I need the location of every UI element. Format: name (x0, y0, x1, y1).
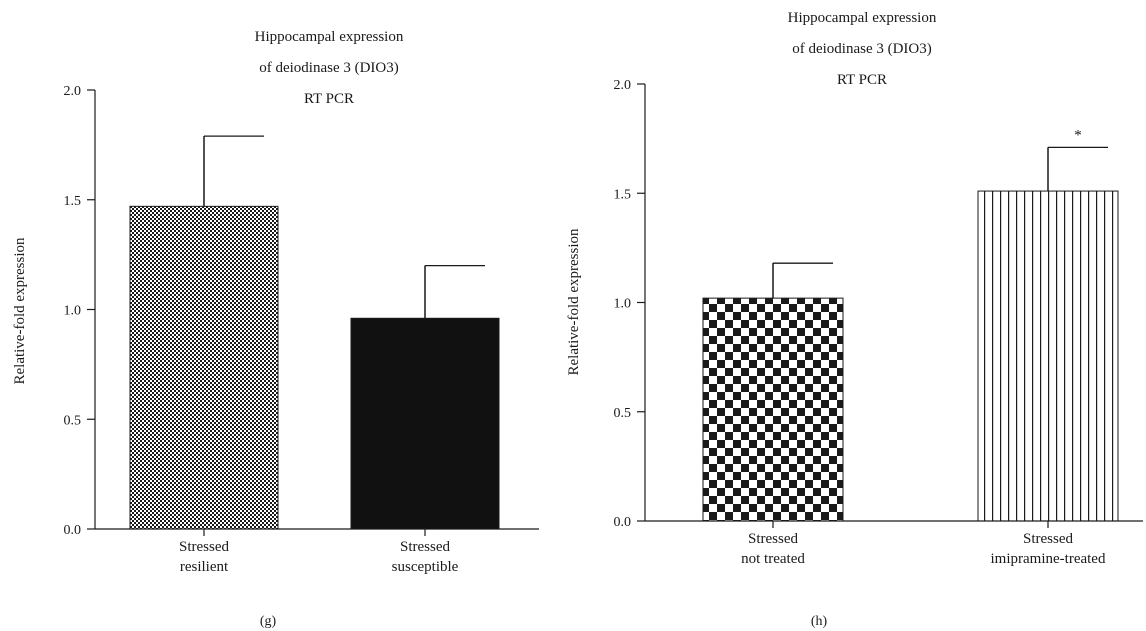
x-tick-label-line-1: Stressed (748, 531, 798, 547)
x-tick-label-line-1: Stressed (400, 539, 450, 555)
y-tick-label: 0.5 (614, 406, 632, 421)
x-tick-label-line-2: imipramine-treated (991, 551, 1106, 567)
bar (129, 205, 279, 530)
significance-marker: * (1074, 127, 1082, 143)
x-tick-label-line-2: susceptible (392, 559, 459, 575)
chart-title-line-3: RT PCR (304, 91, 354, 107)
y-tick-label: 1.0 (64, 304, 82, 319)
panel-label: (g) (260, 614, 277, 629)
y-tick-label: 1.5 (64, 194, 82, 209)
x-axis-labels: Stressed not treated Stressed imipramine-tr… (741, 521, 1106, 567)
chart-title-line-1: Hippocampal expression (255, 29, 404, 45)
bar (977, 190, 1119, 522)
y-tick-label: 1.5 (614, 187, 632, 202)
chart-panel-g: Hippocampal expression of deiodinase 3 (… (12, 29, 539, 629)
bar (350, 317, 500, 530)
y-axis-label: Relative-fold expression (12, 237, 28, 385)
bars: * (702, 127, 1119, 522)
y-tick-label: 2.0 (614, 78, 632, 93)
x-tick-label-line-2: resilient (180, 559, 229, 575)
chart-panel-h: Hippocampal expression of deiodinase 3 (… (566, 10, 1143, 629)
chart-title-line-3: RT PCR (837, 72, 887, 88)
bar (702, 297, 844, 522)
y-tick-label: 0.0 (614, 515, 632, 530)
chart-title-line-2: of deiodinase 3 (DIO3) (792, 41, 932, 57)
y-tick-label: 1.0 (614, 297, 632, 312)
y-tick-label: 0.0 (64, 523, 82, 538)
y-axis-label: Relative-fold expression (566, 228, 582, 376)
x-tick-label-line-1: Stressed (1023, 531, 1073, 547)
y-tick-label: 0.5 (64, 413, 82, 428)
x-tick-label-line-1: Stressed (179, 539, 229, 555)
chart-title-line-1: Hippocampal expression (788, 10, 937, 26)
y-tick-label: 2.0 (64, 84, 82, 99)
panel-label: (h) (811, 614, 828, 629)
y-axis-ticks: 0.0 0.5 1.0 1.5 2.0 (64, 84, 95, 538)
x-tick-label-line-2: not treated (741, 551, 805, 567)
bars (129, 135, 500, 530)
x-axis-labels: Stressed resilient Stressed susceptible (179, 529, 459, 575)
y-axis-ticks: 0.0 0.5 1.0 1.5 2.0 (614, 78, 645, 530)
chart-title-line-2: of deiodinase 3 (DIO3) (259, 60, 399, 76)
